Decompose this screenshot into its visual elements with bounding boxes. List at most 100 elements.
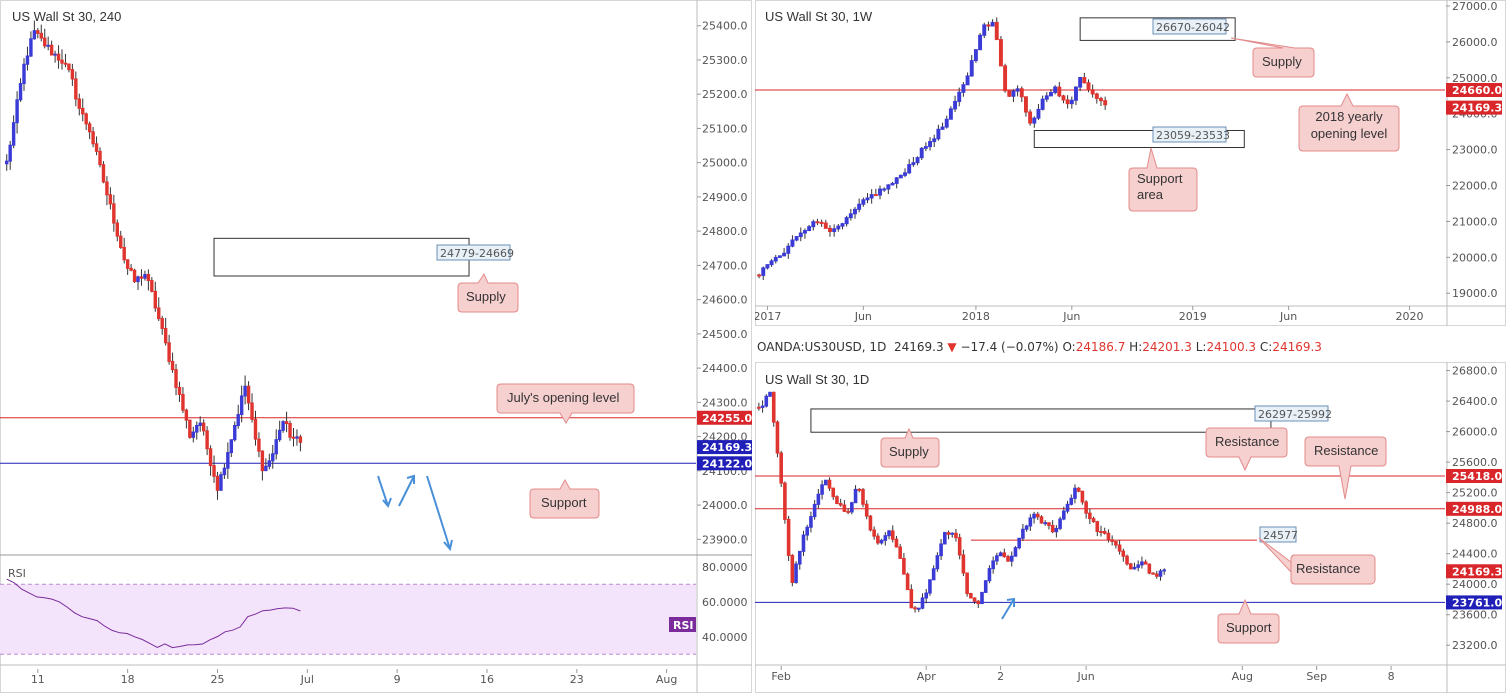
d1-candle[interactable] <box>820 480 824 500</box>
d1-candle[interactable] <box>920 593 925 610</box>
d1-candle[interactable] <box>1054 525 1059 538</box>
h4-candle[interactable] <box>167 334 171 365</box>
h4-candle[interactable] <box>277 420 282 442</box>
h4-candle[interactable] <box>129 264 133 272</box>
w1-candle[interactable] <box>882 187 887 192</box>
w1-candle[interactable] <box>794 236 799 242</box>
d1-candle[interactable] <box>1035 511 1040 521</box>
w1-candle[interactable] <box>1061 94 1066 104</box>
h4-candle[interactable] <box>229 439 234 458</box>
d1-candle[interactable] <box>1125 554 1129 566</box>
w1-candle[interactable] <box>1044 92 1049 103</box>
d1-candle[interactable] <box>987 565 992 584</box>
d1-candle[interactable] <box>1143 559 1148 565</box>
w1-candle[interactable] <box>1086 79 1091 93</box>
w1-candle[interactable] <box>790 235 795 248</box>
d1-candle[interactable] <box>1006 554 1010 562</box>
d1-candle[interactable] <box>1147 563 1152 575</box>
w1-candle[interactable] <box>1019 86 1024 103</box>
w1-candle[interactable] <box>878 185 882 200</box>
w1-candle[interactable] <box>978 32 983 51</box>
w1-candle[interactable] <box>923 142 928 152</box>
w1-candle[interactable] <box>836 223 841 232</box>
h4-candle[interactable] <box>271 444 275 469</box>
d1-candle[interactable] <box>909 584 914 609</box>
w1-candle[interactable] <box>936 124 941 141</box>
h4-candle[interactable] <box>101 161 106 184</box>
h4-candle[interactable] <box>163 317 168 346</box>
h4-candle[interactable] <box>195 421 199 440</box>
w1-candle[interactable] <box>1049 89 1053 97</box>
d1-candle[interactable] <box>1162 568 1167 575</box>
w1-candle[interactable] <box>1094 92 1099 104</box>
d1-candle[interactable] <box>983 580 988 593</box>
h4-candle[interactable] <box>5 154 9 171</box>
w1-candle[interactable] <box>1082 72 1087 84</box>
w1-candle[interactable] <box>998 36 1003 67</box>
h4-candle[interactable] <box>60 49 64 70</box>
w1-candle[interactable] <box>773 254 778 264</box>
d1-candle[interactable] <box>794 561 798 584</box>
w1-candle[interactable] <box>1074 86 1078 106</box>
d1-candle[interactable] <box>797 550 802 570</box>
h4-candle[interactable] <box>81 98 85 122</box>
d1-candle[interactable] <box>864 500 869 520</box>
d1-candle[interactable] <box>835 495 839 505</box>
h4-candle[interactable] <box>18 78 23 102</box>
h4-candle[interactable] <box>222 463 227 479</box>
h4-candle[interactable] <box>233 421 237 442</box>
d1-candle[interactable] <box>1080 490 1085 505</box>
d1-candle[interactable] <box>894 535 899 548</box>
d1-candle[interactable] <box>1013 546 1018 557</box>
h4-candle[interactable] <box>77 93 81 116</box>
w1-candle[interactable] <box>953 95 958 112</box>
w1-candle[interactable] <box>965 72 970 86</box>
w1-candle[interactable] <box>932 134 937 148</box>
w1-candle[interactable] <box>819 219 824 227</box>
d1-candle[interactable] <box>1032 511 1036 524</box>
h4-candle[interactable] <box>105 176 109 206</box>
h4-candle[interactable] <box>250 393 254 423</box>
w1-candle[interactable] <box>1040 95 1045 111</box>
h4-candle[interactable] <box>39 24 43 42</box>
w1-candle[interactable] <box>844 215 849 227</box>
h4-candle[interactable] <box>49 40 54 56</box>
d1-candle[interactable] <box>816 488 821 509</box>
h4-candle[interactable] <box>143 270 147 281</box>
h4-candle[interactable] <box>205 426 209 456</box>
d1-candle[interactable] <box>1099 525 1103 537</box>
w1-candle[interactable] <box>898 174 903 179</box>
h4-candle[interactable] <box>63 53 68 68</box>
w1-candle[interactable] <box>948 106 953 120</box>
h4-candle[interactable] <box>208 445 213 476</box>
d1-candle[interactable] <box>853 485 858 504</box>
d1-candle[interactable] <box>1076 487 1081 493</box>
d1-candle[interactable] <box>1024 524 1029 532</box>
d1-candle[interactable] <box>1069 494 1074 506</box>
w1-candle[interactable] <box>811 219 816 231</box>
h4-candle[interactable] <box>170 352 175 373</box>
h4-candle[interactable] <box>295 429 299 446</box>
w1-candle[interactable] <box>940 122 945 130</box>
h4-candle[interactable] <box>291 427 296 447</box>
h4-candle[interactable] <box>70 63 75 86</box>
d1-candle[interactable] <box>809 511 813 533</box>
d1-candle[interactable] <box>1102 527 1107 535</box>
h4-candle[interactable] <box>198 416 202 432</box>
h4-candle[interactable] <box>264 458 268 472</box>
d1-candle[interactable] <box>1151 572 1155 575</box>
w1-candle[interactable] <box>823 219 828 229</box>
d1-candle[interactable] <box>838 498 843 507</box>
h4-candle[interactable] <box>125 259 130 275</box>
d1-candle[interactable] <box>998 551 1003 557</box>
d1-candle[interactable] <box>1084 500 1088 519</box>
d1-candle[interactable] <box>783 481 787 524</box>
w1-candle[interactable] <box>1099 96 1103 107</box>
d1-candle[interactable] <box>1128 562 1133 570</box>
h4-time-axis[interactable]: 11 18 25 Jul 9 16 23 Aug <box>31 669 678 686</box>
w1-candle[interactable] <box>848 208 853 221</box>
h4-plot-area[interactable] <box>0 20 696 500</box>
h4-candle[interactable] <box>15 91 19 134</box>
d1-candle[interactable] <box>768 391 772 397</box>
w1-candle[interactable] <box>911 156 916 167</box>
